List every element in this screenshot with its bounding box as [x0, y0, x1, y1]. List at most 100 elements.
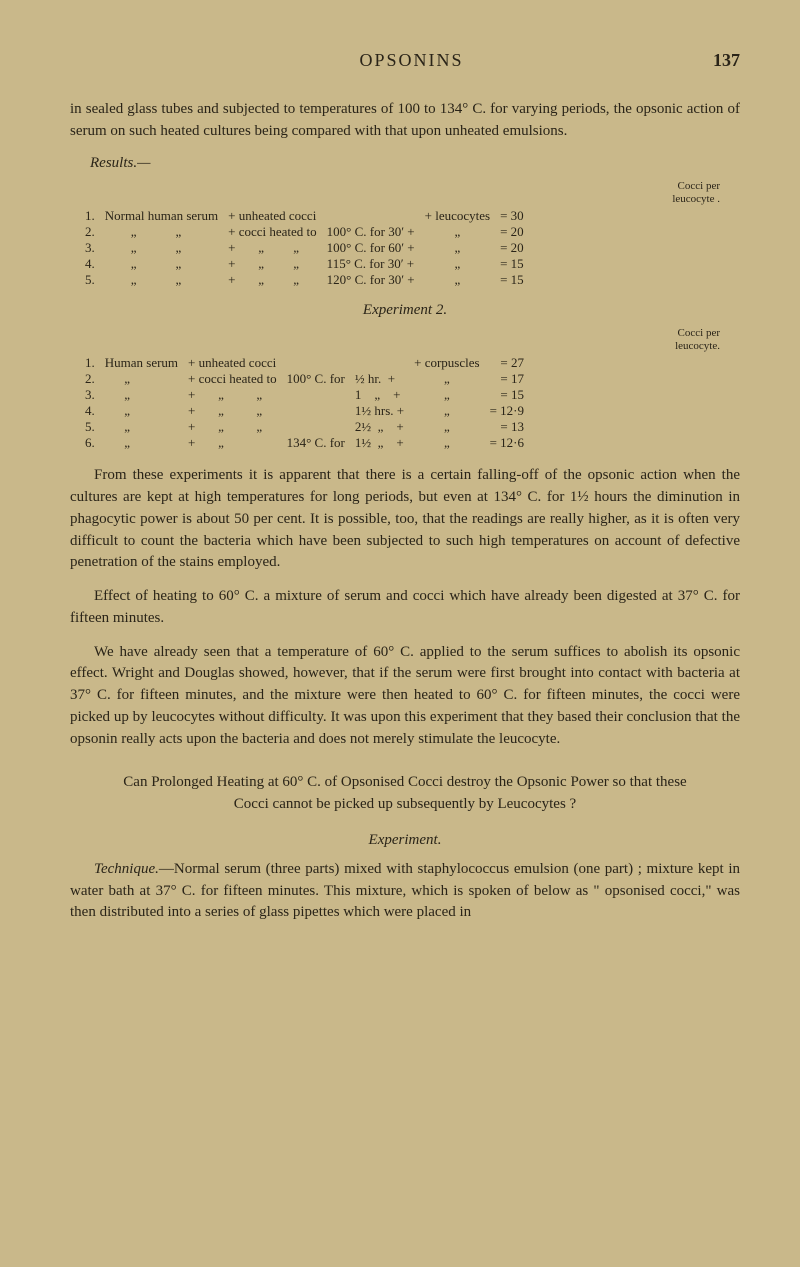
row-temp: 100° C. for	[282, 371, 350, 387]
row-desc: „ „	[100, 224, 223, 240]
row-val: = 30	[495, 208, 529, 224]
row-leuc: „	[420, 272, 495, 288]
intro-paragraph: in sealed glass tubes and subjected to t…	[70, 99, 740, 143]
row-num: 4.	[80, 256, 100, 272]
row-temp: 115° C. for 30′ +	[322, 256, 420, 272]
row-desc: „ „	[100, 240, 223, 256]
technique-body: —Normal serum (three parts) mixed with s…	[70, 861, 740, 921]
results-label: Results.—	[90, 155, 740, 172]
row-num: 3.	[80, 240, 100, 256]
table-row: 4. „ „ + „ „ 115° C. for 30′ + „ = 15	[80, 256, 529, 272]
row-num: 5.	[80, 272, 100, 288]
row-val: = 15	[495, 272, 529, 288]
row-plus: + „ „	[183, 387, 282, 403]
row-num: 3.	[80, 387, 100, 403]
table-row: 4. „ + „ „ 1½ hrs. + „ = 12·9	[80, 403, 529, 419]
row-val: = 13	[485, 419, 529, 435]
row-val: = 12·9	[485, 403, 529, 419]
row-plus: + „ „	[223, 272, 322, 288]
row-dur: ½ hr. +	[350, 371, 409, 387]
experiment-2-title: Experiment 2.	[70, 302, 740, 319]
row-val: = 20	[495, 240, 529, 256]
table-row: 5. „ + „ „ 2½ „ + „ = 13	[80, 419, 529, 435]
table-row: 5. „ „ + „ „ 120° C. for 30′ + „ = 15	[80, 272, 529, 288]
results-table-1: 1. Normal human serum + unheated cocci +…	[80, 208, 529, 288]
row-desc: Normal human serum	[100, 208, 223, 224]
page-container: OPSONINS 137 in sealed glass tubes and s…	[0, 0, 800, 1267]
row-temp	[282, 419, 350, 435]
table2-header: Cocci per leucocyte.	[70, 327, 720, 353]
table-row: 2. „ + cocci heated to 100° C. for ½ hr.…	[80, 371, 529, 387]
row-val: = 17	[485, 371, 529, 387]
row-num: 5.	[80, 419, 100, 435]
header-title: OPSONINS	[110, 50, 713, 71]
section-heading: Can Prolonged Heating at 60° C. of Opson…	[110, 772, 700, 816]
row-corp: + corpuscles	[409, 355, 484, 371]
row-desc: „	[100, 371, 183, 387]
row-temp: 100° C. for 60′ +	[322, 240, 420, 256]
row-dur: 1½ „ +	[350, 435, 409, 451]
row-leuc: „	[420, 256, 495, 272]
row-corp: „	[409, 403, 484, 419]
table1-header: Cocci per leucocyte .	[70, 180, 720, 206]
table-row: 3. „ + „ „ 1 „ + „ = 15	[80, 387, 529, 403]
row-plus: + „ „	[223, 240, 322, 256]
row-val: = 15	[495, 256, 529, 272]
row-plus: + „ „	[183, 419, 282, 435]
row-plus: + „	[183, 435, 282, 451]
row-plus: + cocci heated to	[183, 371, 282, 387]
table-row: 1. Normal human serum + unheated cocci +…	[80, 208, 529, 224]
table-row: 6. „ + „ 134° C. for 1½ „ + „ = 12·6	[80, 435, 529, 451]
row-plus: + „ „	[223, 256, 322, 272]
row-desc: Human serum	[100, 355, 183, 371]
experiment-subhead: Experiment.	[70, 832, 740, 849]
row-desc: „	[100, 403, 183, 419]
row-leuc: „	[420, 240, 495, 256]
row-plus: + unheated cocci	[223, 208, 322, 224]
technique-paragraph: Technique.—Normal serum (three parts) mi…	[70, 859, 740, 924]
results-table-2: 1. Human serum + unheated cocci + corpus…	[80, 355, 529, 451]
row-dur: 2½ „ +	[350, 419, 409, 435]
row-temp: 134° C. for	[282, 435, 350, 451]
row-desc: „	[100, 387, 183, 403]
row-corp: „	[409, 387, 484, 403]
row-dur: 1½ hrs. +	[350, 403, 409, 419]
row-num: 2.	[80, 224, 100, 240]
row-plus: + cocci heated to	[223, 224, 322, 240]
row-leuc: + leucocytes	[420, 208, 495, 224]
row-val: = 27	[485, 355, 529, 371]
table-row: 2. „ „ + cocci heated to 100° C. for 30′…	[80, 224, 529, 240]
row-num: 1.	[80, 355, 100, 371]
row-plus: + „ „	[183, 403, 282, 419]
row-dur	[350, 355, 409, 371]
row-val: = 20	[495, 224, 529, 240]
row-temp	[282, 403, 350, 419]
effect-heading-paragraph: Effect of heating to 60° C. a mixture of…	[70, 586, 740, 630]
row-val: = 15	[485, 387, 529, 403]
row-desc: „	[100, 419, 183, 435]
row-corp: „	[409, 419, 484, 435]
row-num: 6.	[80, 435, 100, 451]
row-dur: 1 „ +	[350, 387, 409, 403]
page-header: OPSONINS 137	[70, 50, 740, 71]
row-plus: + unheated cocci	[183, 355, 282, 371]
row-num: 4.	[80, 403, 100, 419]
row-val: = 12·6	[485, 435, 529, 451]
table-row: 1. Human serum + unheated cocci + corpus…	[80, 355, 529, 371]
table-row: 3. „ „ + „ „ 100° C. for 60′ + „ = 20	[80, 240, 529, 256]
row-corp: „	[409, 371, 484, 387]
row-temp	[282, 355, 350, 371]
page-number: 137	[713, 50, 740, 71]
row-temp	[282, 387, 350, 403]
row-temp: 100° C. for 30′ +	[322, 224, 420, 240]
row-num: 2.	[80, 371, 100, 387]
row-leuc: „	[420, 224, 495, 240]
row-desc: „ „	[100, 256, 223, 272]
row-desc: „	[100, 435, 183, 451]
analysis-paragraph-2: We have already seen that a temperature …	[70, 642, 740, 751]
row-corp: „	[409, 435, 484, 451]
row-temp: 120° C. for 30′ +	[322, 272, 420, 288]
analysis-paragraph-1: From these experiments it is apparent th…	[70, 465, 740, 574]
row-num: 1.	[80, 208, 100, 224]
row-desc: „ „	[100, 272, 223, 288]
